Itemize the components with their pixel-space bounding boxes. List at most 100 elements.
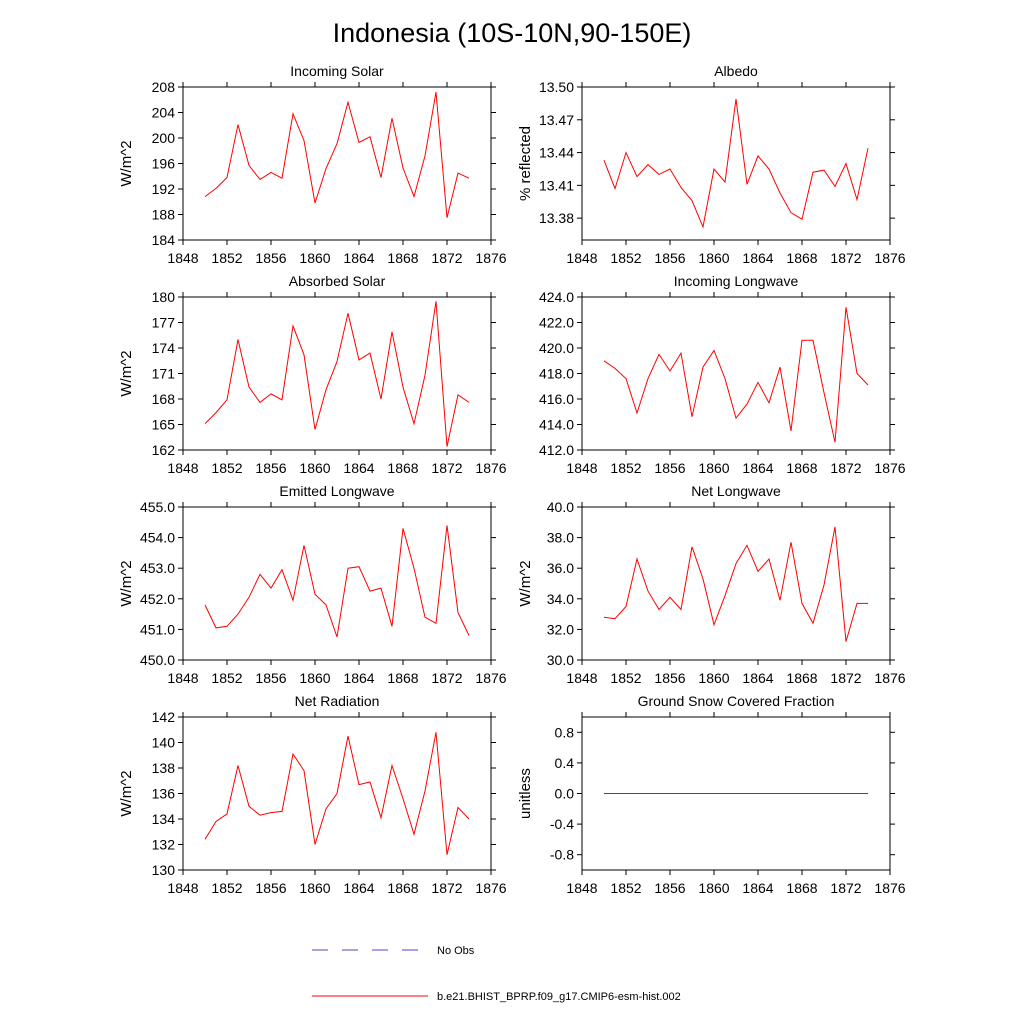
absorbed-solar-xtick-label: 1864: [343, 460, 374, 476]
albedo-series-line: [603, 98, 869, 229]
net-longwave-xtick-label: 1860: [698, 670, 729, 686]
net-radiation-ytick-label: 130: [152, 862, 176, 878]
emitted-longwave-xtick-label: 1860: [299, 670, 330, 686]
net-longwave-xtick-label: 1864: [742, 670, 773, 686]
emitted-longwave-ytick-label: 452.0: [140, 591, 175, 607]
legend: No Obs b.e21.BHIST_BPRP.f09_g17.CMIP6-es…: [312, 945, 681, 1003]
incoming-solar-xtick-label: 1860: [299, 250, 330, 266]
emitted-longwave-ylabel: W/m^2: [118, 560, 135, 606]
albedo-xtick-label: 1868: [786, 250, 817, 266]
net-radiation-xtick-label: 1856: [255, 880, 286, 896]
incoming-longwave-xtick-label: 1876: [874, 460, 905, 476]
net-longwave-title: Net Longwave: [691, 483, 781, 499]
panels: Incoming Solar 184 188 192 196 200 204 208 1848 1…: [118, 63, 906, 896]
incoming-longwave-ytick-label: 424.0: [539, 289, 574, 305]
ground-snow-covered-fraction-xtick-label: 1860: [698, 880, 729, 896]
emitted-longwave-ytick-label: 453.0: [140, 560, 175, 576]
legend-label-no-obs: No Obs: [437, 945, 475, 957]
incoming-solar-xtick-label: 1872: [431, 250, 462, 266]
emitted-longwave-plot-frame: [182, 506, 492, 661]
ground-snow-covered-fraction-ytick-label: 0.8: [555, 724, 575, 740]
albedo-ytick-label: 13.44: [539, 145, 574, 161]
absorbed-solar-series-line: [204, 301, 470, 447]
albedo-ytick-label: 13.50: [539, 79, 574, 95]
ground-snow-covered-fraction-ytick-label: 0.4: [555, 755, 575, 771]
emitted-longwave-xtick-label: 1868: [387, 670, 418, 686]
net-longwave-xtick-label: 1868: [786, 670, 817, 686]
emitted-longwave-ytick-label: 454.0: [140, 530, 175, 546]
ground-snow-covered-fraction-xtick-label: 1864: [742, 880, 773, 896]
incoming-longwave-xtick-label: 1856: [654, 460, 685, 476]
net-radiation-ytick-label: 142: [152, 709, 176, 725]
legend-label-model-run: b.e21.BHIST_BPRP.f09_g17.CMIP6-esm-hist.…: [437, 991, 681, 1003]
chart-absorbed-solar: Absorbed Solar 162 165 168 171 174 177 180 1848 1…: [118, 273, 507, 476]
incoming-longwave-xtick-label: 1852: [610, 460, 641, 476]
albedo-ytick-label: 13.38: [539, 210, 574, 226]
net-longwave-ytick-label: 34.0: [547, 591, 574, 607]
absorbed-solar-title: Absorbed Solar: [289, 273, 386, 289]
absorbed-solar-xtick-label: 1872: [431, 460, 462, 476]
ground-snow-covered-fraction-xtick-label: 1848: [566, 880, 597, 896]
incoming-solar-plot-frame: [182, 86, 492, 241]
incoming-longwave-ytick-label: 414.0: [539, 417, 574, 433]
incoming-solar-ytick-label: 192: [152, 181, 176, 197]
incoming-longwave-xtick-label: 1848: [566, 460, 597, 476]
net-longwave-ytick-label: 30.0: [547, 652, 574, 668]
net-longwave-ytick-label: 38.0: [547, 530, 574, 546]
ground-snow-covered-fraction-xtick-label: 1872: [830, 880, 861, 896]
incoming-longwave-ytick-label: 422.0: [539, 315, 574, 331]
net-radiation-xtick-label: 1860: [299, 880, 330, 896]
net-longwave-xtick-label: 1848: [566, 670, 597, 686]
albedo-plot-frame: [581, 86, 891, 241]
absorbed-solar-ytick-label: 180: [152, 289, 176, 305]
ground-snow-covered-fraction-ytick-label: -0.4: [550, 816, 574, 832]
incoming-solar-ytick-label: 188: [152, 207, 176, 223]
chart-incoming-longwave: Incoming Longwave 412.0 414.0 416.0 418.0 420…: [539, 273, 906, 476]
emitted-longwave-xtick-label: 1872: [431, 670, 462, 686]
incoming-longwave-xtick-label: 1872: [830, 460, 861, 476]
chart-incoming-solar: Incoming Solar 184 188 192 196 200 204 208 1848 1…: [118, 63, 507, 266]
net-radiation-xtick-label: 1848: [167, 880, 198, 896]
emitted-longwave-xtick-label: 1864: [343, 670, 374, 686]
ground-snow-covered-fraction-ytick-label: 0.0: [555, 786, 575, 802]
chart-net-longwave: Net Longwave 30.0 32.0 34.0 36.0 38.0 40.0 1848…: [517, 483, 906, 686]
chart-emitted-longwave: Emitted Longwave 450.0 451.0 452.0 453.0 454.…: [118, 483, 507, 686]
chart-ground-snow-covered-fraction: Ground Snow Covered Fraction -0.8 -0.4 0.0 0…: [517, 693, 906, 896]
net-radiation-ylabel: W/m^2: [118, 770, 135, 816]
incoming-solar-ylabel: W/m^2: [118, 140, 135, 186]
absorbed-solar-plot-frame: [182, 296, 492, 451]
incoming-solar-xtick-label: 1868: [387, 250, 418, 266]
net-longwave-xtick-label: 1856: [654, 670, 685, 686]
incoming-longwave-ytick-label: 416.0: [539, 391, 574, 407]
net-longwave-xtick-label: 1876: [874, 670, 905, 686]
albedo-ytick-label: 13.47: [539, 112, 574, 128]
incoming-longwave-plot-frame: [581, 296, 891, 451]
net-longwave-ylabel: W/m^2: [517, 560, 534, 606]
albedo-xtick-label: 1860: [698, 250, 729, 266]
incoming-longwave-ytick-label: 412.0: [539, 442, 574, 458]
incoming-longwave-ytick-label: 420.0: [539, 340, 574, 356]
ground-snow-covered-fraction-xtick-label: 1856: [654, 880, 685, 896]
incoming-longwave-xtick-label: 1864: [742, 460, 773, 476]
absorbed-solar-ytick-label: 168: [152, 391, 176, 407]
net-longwave-xtick-label: 1872: [830, 670, 861, 686]
emitted-longwave-ytick-label: 451.0: [140, 621, 175, 637]
net-radiation-ytick-label: 136: [152, 786, 176, 802]
incoming-solar-xtick-label: 1848: [167, 250, 198, 266]
net-radiation-ytick-label: 138: [152, 760, 176, 776]
absorbed-solar-ytick-label: 165: [152, 417, 176, 433]
incoming-solar-ytick-label: 200: [152, 130, 176, 146]
net-radiation-xtick-label: 1872: [431, 880, 462, 896]
albedo-xtick-label: 1852: [610, 250, 641, 266]
albedo-xtick-label: 1856: [654, 250, 685, 266]
incoming-longwave-series-line: [603, 307, 869, 443]
emitted-longwave-ytick-label: 455.0: [140, 499, 175, 515]
albedo-xtick-label: 1848: [566, 250, 597, 266]
chart-albedo: Albedo 13.38 13.41 13.44 13.47 13.50 1848 1852 1…: [517, 63, 906, 266]
incoming-solar-ytick-label: 204: [152, 105, 176, 121]
chart-net-radiation: Net Radiation 130 132 134 136 138 140 142 1848 18…: [118, 693, 507, 896]
emitted-longwave-xtick-label: 1856: [255, 670, 286, 686]
ground-snow-covered-fraction-xtick-label: 1876: [874, 880, 905, 896]
ground-snow-covered-fraction-ylabel: unitless: [517, 768, 534, 819]
net-radiation-ytick-label: 134: [152, 811, 176, 827]
